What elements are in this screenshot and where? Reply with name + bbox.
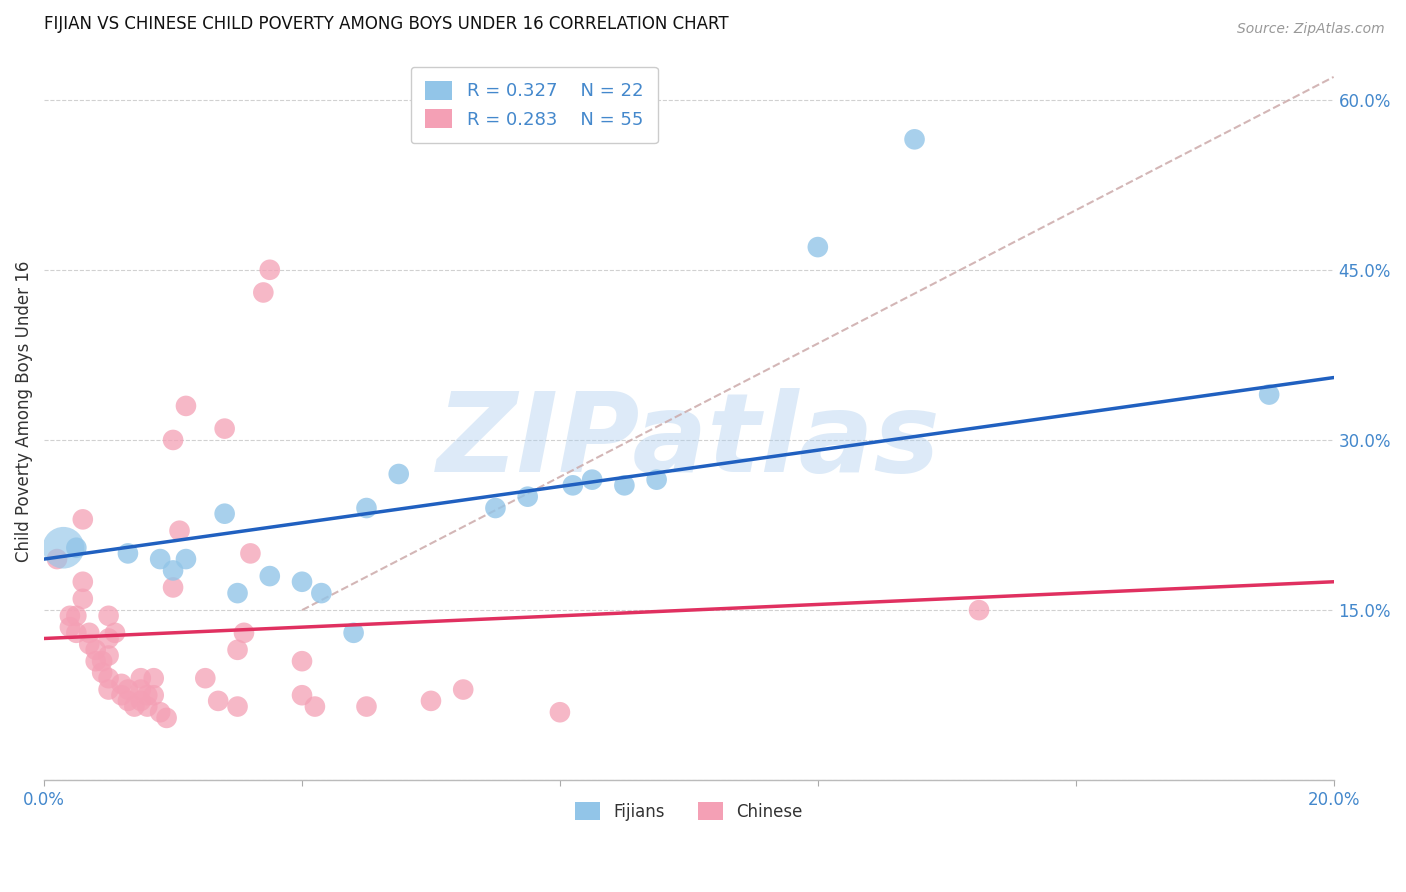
Point [451,682,474,697]
Point [156,711,179,725]
Point [162,581,184,595]
Point [117,546,139,560]
Point [124,699,146,714]
Point [214,422,236,436]
Point [136,688,159,702]
Point [548,705,571,719]
Point [136,699,159,714]
Point [207,694,229,708]
Point [174,552,197,566]
Point [104,625,127,640]
Point [110,688,132,702]
Point [97,632,120,646]
Point [84,654,107,668]
Point [84,643,107,657]
Point [516,490,538,504]
Point [46,552,69,566]
Point [356,501,378,516]
Point [304,699,326,714]
Point [65,625,87,640]
Point [226,699,249,714]
Point [226,643,249,657]
Point [129,682,152,697]
Point [77,637,100,651]
Point [162,563,184,577]
Point [97,648,120,663]
Point [259,262,281,277]
Point [59,620,82,634]
Point [342,625,364,640]
Point [117,682,139,697]
Point [162,433,184,447]
Point [72,512,94,526]
Legend: Fijians, Chinese: Fijians, Chinese [568,796,810,827]
Point [252,285,274,300]
Point [226,586,249,600]
Point [142,688,165,702]
Point [97,682,120,697]
Point [807,240,830,254]
Point [65,608,87,623]
Point [52,541,75,555]
Text: Source: ZipAtlas.com: Source: ZipAtlas.com [1237,22,1385,37]
Text: FIJIAN VS CHINESE CHILD POVERTY AMONG BOYS UNDER 16 CORRELATION CHART: FIJIAN VS CHINESE CHILD POVERTY AMONG BO… [44,15,728,33]
Point [420,694,443,708]
Point [581,473,603,487]
Point [97,671,120,685]
Text: ZIPatlas: ZIPatlas [437,388,941,494]
Y-axis label: Child Poverty Among Boys Under 16: Child Poverty Among Boys Under 16 [15,260,32,562]
Point [311,586,333,600]
Point [1258,387,1281,401]
Point [97,608,120,623]
Point [72,574,94,589]
Point [110,677,132,691]
Point [239,546,262,560]
Point [169,524,191,538]
Point [903,132,925,146]
Point [214,507,236,521]
Point [484,501,506,516]
Point [142,671,165,685]
Point [194,671,217,685]
Point [561,478,583,492]
Point [65,541,87,555]
Point [149,705,172,719]
Point [72,591,94,606]
Point [77,625,100,640]
Point [129,671,152,685]
Point [967,603,990,617]
Point [645,473,668,487]
Point [91,654,114,668]
Point [59,608,82,623]
Point [174,399,197,413]
Point [291,654,314,668]
Point [129,694,152,708]
Point [259,569,281,583]
Point [291,574,314,589]
Point [91,665,114,680]
Point [291,688,314,702]
Point [388,467,411,481]
Point [356,699,378,714]
Point [613,478,636,492]
Point [149,552,172,566]
Point [117,694,139,708]
Point [233,625,256,640]
